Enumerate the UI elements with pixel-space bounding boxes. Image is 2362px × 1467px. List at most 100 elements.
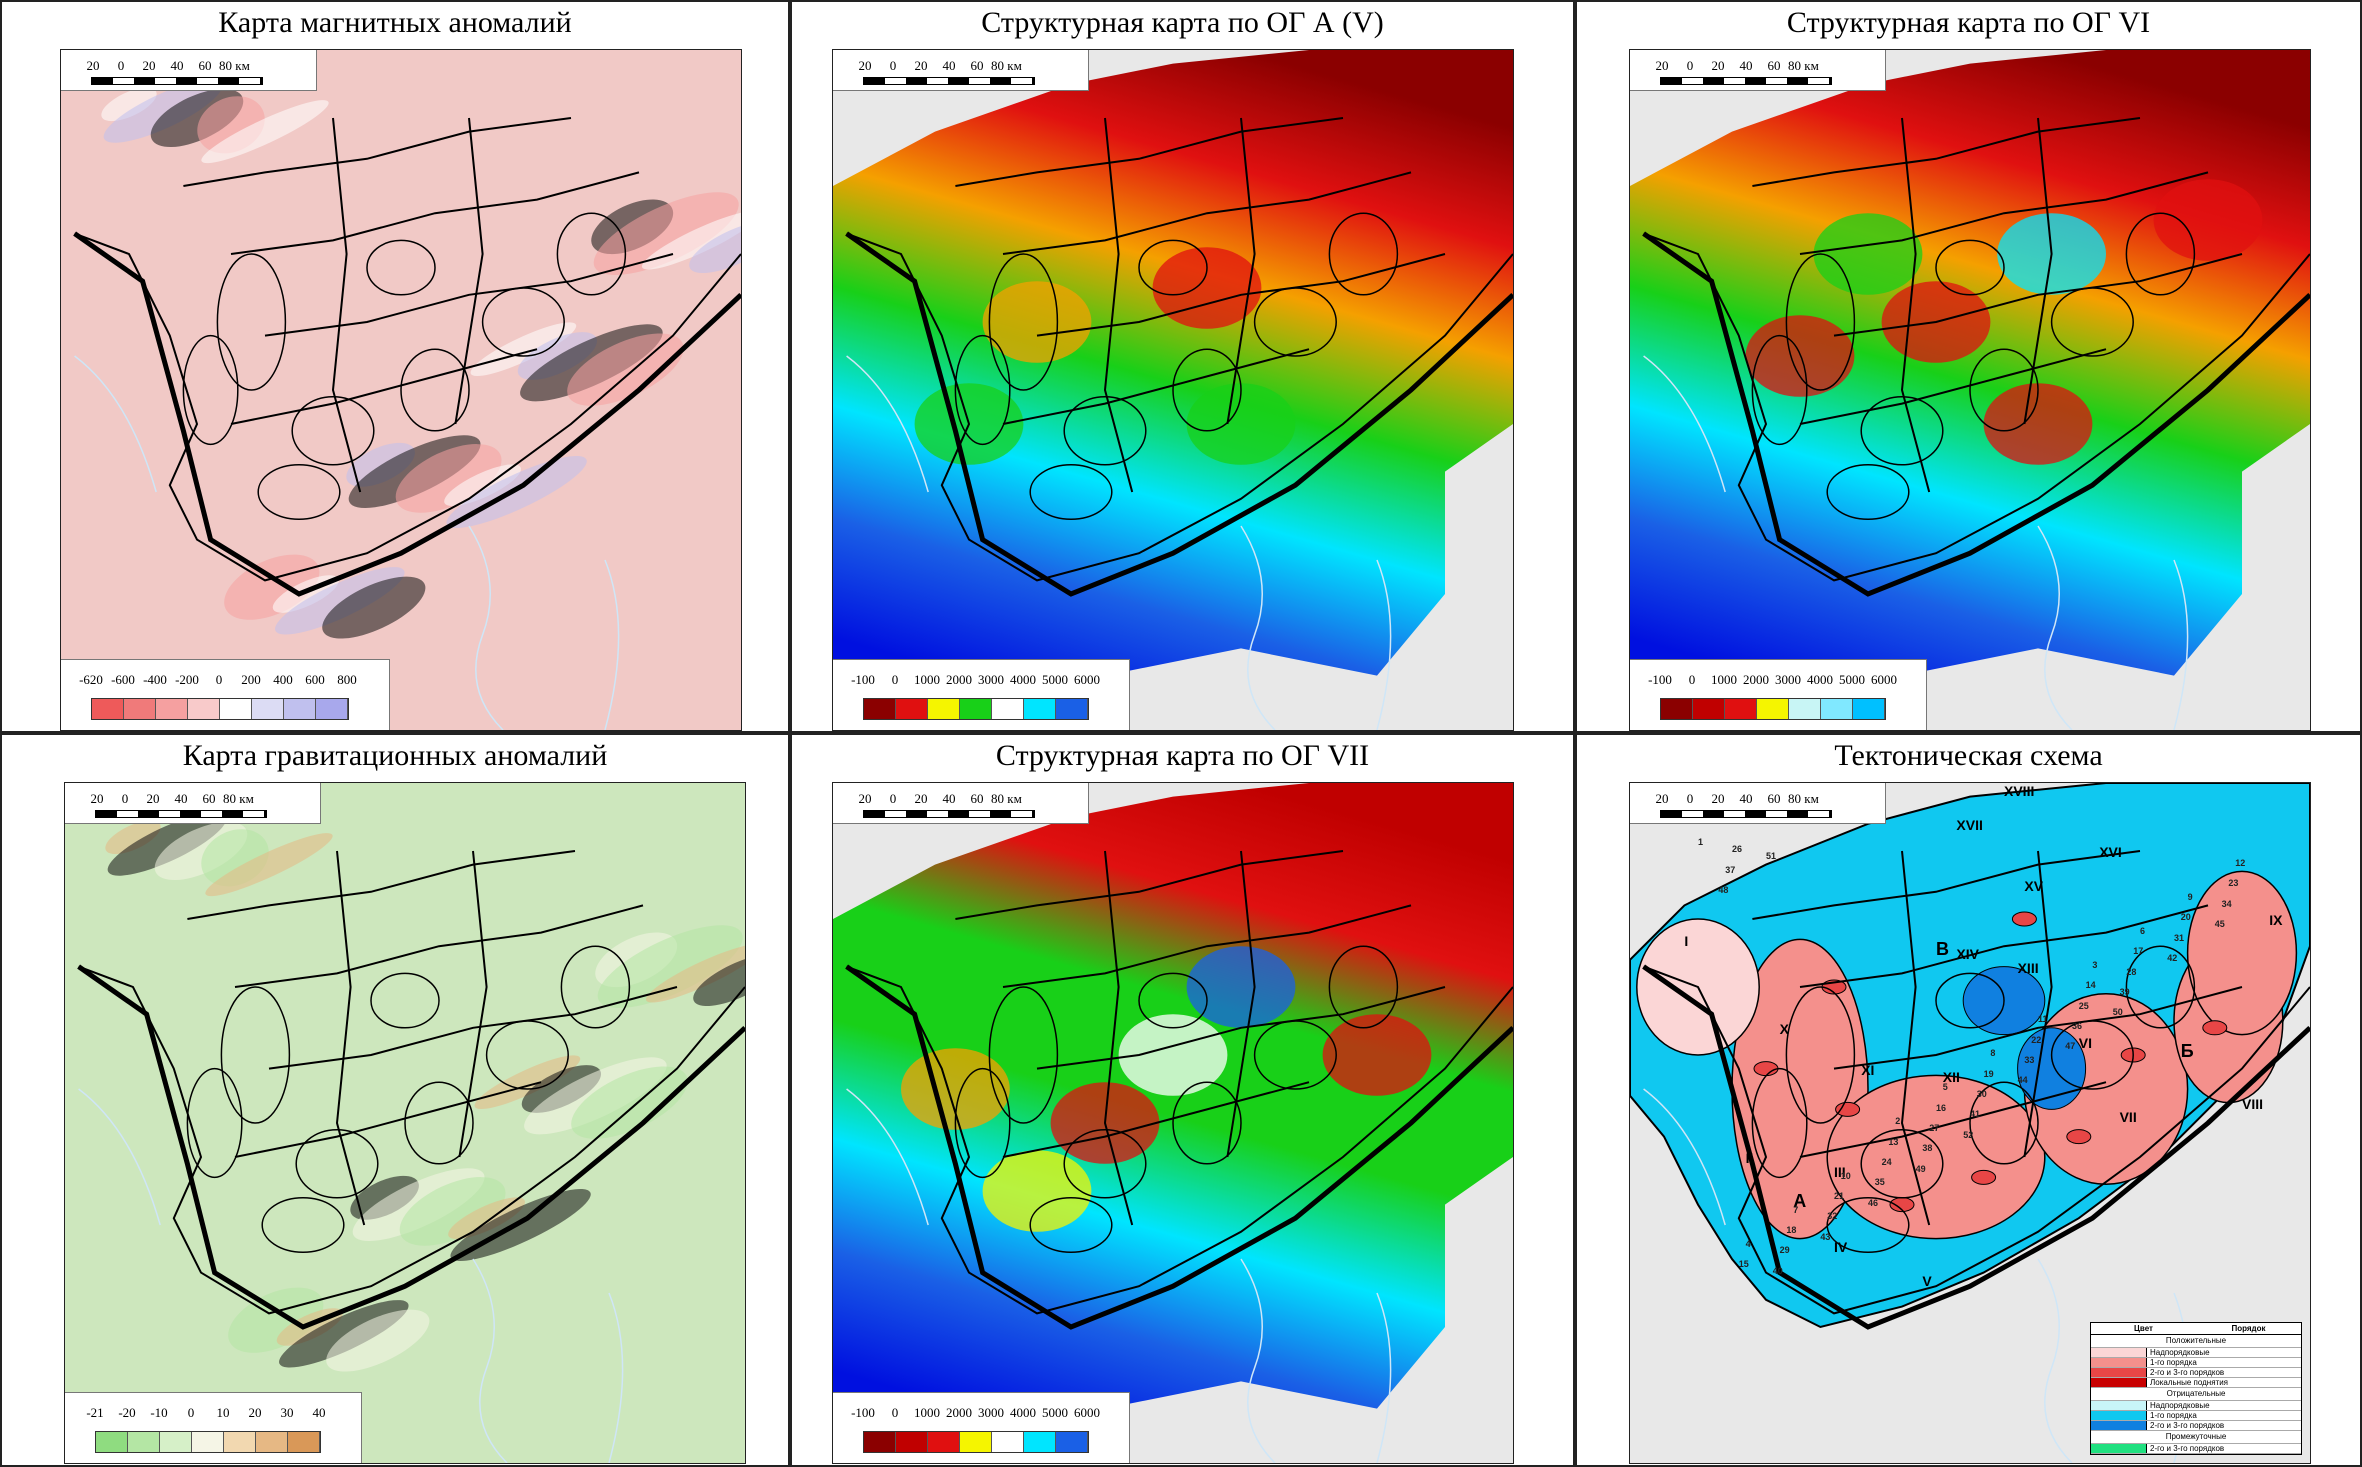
tectonic-label-number: 6 (2140, 925, 2146, 936)
legend-label: -200 (175, 672, 199, 687)
scale-tick-label: 20 (858, 791, 872, 806)
tectonic-label-number: 32 (1827, 1211, 1838, 1222)
legend-label: 5000 (1839, 672, 1865, 687)
scale-tick-label: 60 (202, 791, 216, 806)
panel-gravity: Карта гравитационных аномалий 20 0 20 40 60 80… (0, 733, 790, 1467)
scale-tick-label: 40 (1739, 58, 1753, 73)
legend-label: 2000 (946, 672, 972, 687)
legend-label: 0 (187, 1405, 195, 1420)
panel-title: Тектоническая схема (1834, 739, 2103, 772)
tectonic-label-roman: III (1834, 1163, 1846, 1180)
map-frame: 20 0 20 40 60 80 км -100 0 1000 2000 3000 4000 5000 6… (832, 782, 1514, 1464)
tectonic-label-number: 13 (1888, 1136, 1899, 1147)
legend-swatch (2091, 1358, 2147, 1367)
panel-tectonic: Тектоническая схема I II III IV V VI VII VIII IX X… (1575, 733, 2362, 1467)
panel-og-a: Структурная карта по ОГ А (V) 20 0 20 40 60 80… (790, 0, 1575, 733)
legend-label: 0 (891, 672, 899, 687)
scale-tick-label: 0 (121, 791, 129, 806)
panel-magnetic: Карта магнитных аномалий 20 0 20 40 60 80 км -6… (0, 0, 790, 733)
legend-label: 4000 (1010, 672, 1036, 687)
tectonic-label-number: 22 (2031, 1034, 2042, 1045)
legend-swatch (864, 699, 896, 719)
scale-tick-label: 0 (889, 58, 897, 73)
legend-row: 2-го и 3-го порядков (2091, 1444, 2301, 1454)
tectonic-label-number: 26 (1732, 844, 1743, 855)
tectonic-label-roman: VI (2078, 1034, 2093, 1051)
legend-swatches (1660, 698, 1886, 720)
map-frame: 20 0 20 40 60 80 км -21 -20 -10 0 10 20 30 40 (64, 782, 746, 1464)
map-canvas (1630, 50, 2310, 730)
legend-label: 400 (273, 672, 293, 687)
legend-swatch (896, 699, 928, 719)
legend-label: -400 (143, 672, 167, 687)
tectonic-label-number: 35 (1874, 1177, 1885, 1188)
legend-row: Локальные поднятия (2091, 1378, 2301, 1388)
tectonic-label-number: 37 (1725, 864, 1736, 875)
scale-bar-graphic (95, 810, 267, 818)
tectonic-label-roman: IX (2269, 912, 2283, 929)
legend-label: 3000 (978, 1405, 1004, 1420)
tectonic-label-roman: XVII (1956, 817, 1983, 833)
tectonic-label-roman: XVIII (2004, 783, 2035, 799)
legend-swatches (91, 698, 349, 720)
legend-swatch (1853, 699, 1885, 719)
legend-swatch (288, 1432, 320, 1452)
legend-swatch (160, 1432, 192, 1452)
scale-tick-label: 20 (1711, 58, 1725, 73)
tectonic-label-number: 27 (1929, 1123, 1940, 1133)
legend-swatch (192, 1432, 224, 1452)
map-canvas (833, 50, 1513, 730)
tectonic-label-number: 16 (1936, 1102, 1947, 1113)
scale-tick-label: 20 (142, 58, 156, 73)
tectonic-label-number: 42 (2167, 953, 2178, 963)
legend-label: 10 (216, 1405, 230, 1420)
legend-swatch (2091, 1421, 2147, 1430)
legend-label: 5000 (1042, 672, 1068, 687)
scale-tick-label: 0 (1686, 58, 1694, 73)
tectonic-label-roman: II (1745, 1150, 1754, 1167)
scale-tick-label: 80 км (1788, 791, 1819, 806)
tectonic-label-number: 46 (1868, 1197, 1879, 1208)
legend-label: -100 (851, 672, 875, 687)
scale-tick-label: 40 (942, 791, 956, 806)
legend-swatch (284, 699, 316, 719)
legend-label: 3000 (978, 672, 1004, 687)
scale-tick-label: 60 (970, 791, 984, 806)
tectonic-label-number: 30 (1976, 1089, 1987, 1099)
tectonic-label-number: 29 (1779, 1245, 1790, 1256)
panel-title: Структурная карта по ОГ А (V) (981, 6, 1384, 39)
tectonic-label-number: 39 (2119, 987, 2130, 997)
tectonic-label-number: 11 (2038, 1014, 2048, 1025)
legend-swatch (1056, 699, 1088, 719)
scale-bar-graphic (863, 77, 1035, 85)
tectonic-label-number: 24 (1881, 1157, 1892, 1167)
legend-label: -10 (150, 1405, 168, 1420)
scale-tick-label: 20 (1711, 791, 1725, 806)
legend-row: Надпорядковые (2091, 1401, 2301, 1411)
legend-swatch (1693, 699, 1725, 719)
legend-label: 0 (215, 672, 223, 687)
tectonic-label-number: 44 (2017, 1075, 2028, 1086)
legend-swatch (128, 1432, 160, 1452)
tectonic-label-number: 48 (1718, 885, 1729, 895)
legend-swatch (1757, 699, 1789, 719)
tectonic-label-number: 1 (1698, 837, 1704, 848)
legend-text: 2-го и 3-го порядков (2150, 1444, 2225, 1453)
legend-swatches (863, 1431, 1089, 1453)
tectonic-label-number: 18 (1786, 1225, 1797, 1235)
tectonic-label-number: 2 (1895, 1116, 1901, 1127)
legend-header: Порядок (2231, 1324, 2266, 1333)
legend-swatch (1821, 699, 1853, 719)
legend-label: 0 (891, 1405, 899, 1420)
scale-tick-label: 20 (858, 58, 872, 73)
panel-og-vi: Структурная карта по ОГ VI 20 0 20 40 60 80 км… (1575, 0, 2362, 733)
map-frame: 20 0 20 40 60 80 км -100 0 1000 2000 3000 4000 5000 6… (832, 49, 1514, 731)
map-frame: 20 0 20 40 60 80 км -100 0 1000 2000 3000 4000 5000 6… (1629, 49, 2311, 731)
tectonic-label-zone: А (1793, 1191, 1807, 1211)
tectonic-label-number: 52 (1963, 1129, 1974, 1140)
tectonic-label-roman: V (1922, 1272, 1932, 1289)
tectonic-label-roman: XIII (2017, 959, 2039, 976)
tectonic-label-number: 4 (1745, 1238, 1751, 1249)
legend-swatch (256, 1432, 288, 1452)
scale-tick-label: 60 (1767, 58, 1781, 73)
